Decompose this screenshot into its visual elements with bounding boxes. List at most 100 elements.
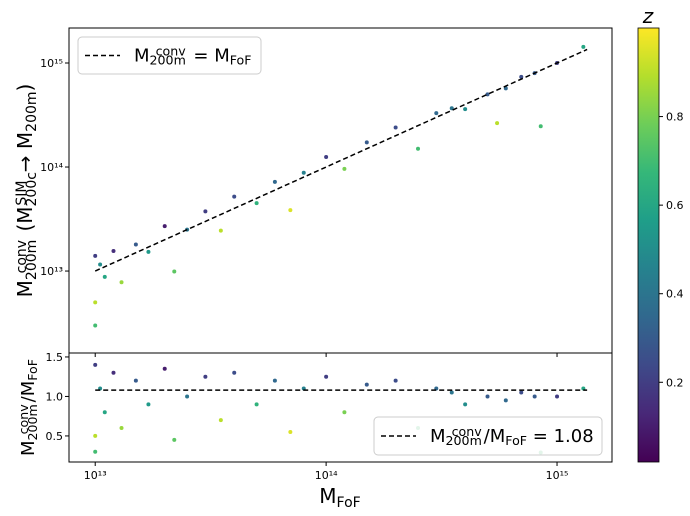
- point: [272, 179, 277, 184]
- point: [232, 370, 237, 375]
- point: [503, 86, 508, 91]
- point: [342, 410, 347, 415]
- label-part: =: [527, 426, 554, 447]
- colorbar-label: z: [642, 4, 654, 28]
- point: [485, 394, 490, 399]
- y-tick-label: 10¹⁴: [40, 161, 63, 174]
- point: [93, 433, 98, 438]
- point: [254, 402, 259, 407]
- point: [555, 394, 560, 399]
- x-tick-label: 10¹⁵: [546, 469, 569, 482]
- legend-box: [77, 36, 262, 75]
- label-part: 200m: [24, 91, 40, 131]
- axes-frame: [68, 27, 613, 354]
- point: [538, 124, 543, 129]
- label-part: M: [18, 440, 39, 456]
- point: [111, 248, 116, 253]
- colorbar-tick-label: 0.2: [666, 376, 684, 389]
- reference-line: [94, 48, 588, 272]
- point: [119, 426, 124, 431]
- point: [218, 228, 223, 233]
- label-part: /M: [18, 381, 39, 403]
- legend-label: M200mconv/MFoF = 1.08: [430, 424, 594, 448]
- label-part: SIM: [14, 181, 30, 206]
- point: [102, 274, 107, 279]
- point: [393, 378, 398, 383]
- legend-box: [373, 416, 603, 456]
- point: [203, 374, 208, 379]
- point: [301, 170, 306, 175]
- x-tick-label: 10¹⁴: [315, 469, 338, 482]
- label-part: 200m: [150, 53, 186, 68]
- label-part: 200m: [24, 240, 40, 280]
- colorbar-tick-label: 0.4: [666, 288, 684, 301]
- label-part: = M: [188, 46, 230, 67]
- label-part: /M: [484, 426, 506, 447]
- label-part: → M: [13, 132, 37, 179]
- point: [146, 402, 151, 407]
- label-part: M: [134, 46, 150, 67]
- point: [119, 280, 124, 285]
- y-tick-label: 1.5: [46, 351, 64, 364]
- colorbar-tick-label: 0.6: [666, 199, 684, 212]
- label-part: FoF: [230, 53, 252, 68]
- point: [218, 418, 223, 423]
- label-part: conv: [14, 240, 30, 273]
- point: [162, 224, 167, 229]
- point: [254, 201, 259, 206]
- point: [342, 166, 347, 171]
- point: [463, 402, 468, 407]
- label-part: (M: [13, 206, 37, 237]
- point: [364, 382, 369, 387]
- label-part: M: [319, 484, 336, 508]
- y-axis-label: M200mconv/MFoF: [16, 359, 40, 456]
- point: [185, 394, 190, 399]
- axes-frame: [68, 352, 613, 463]
- point: [93, 362, 98, 367]
- point: [203, 209, 208, 214]
- point: [324, 154, 329, 159]
- point: [324, 374, 329, 379]
- point: [172, 437, 177, 442]
- label-part: ): [13, 84, 37, 92]
- colorbar: [637, 27, 660, 463]
- label-part: conv: [452, 424, 483, 439]
- label-part: FoF: [25, 359, 40, 381]
- point: [434, 111, 439, 116]
- point: [463, 107, 468, 112]
- label-part: FoF: [337, 495, 361, 511]
- point: [449, 390, 454, 395]
- colorbar-tick-label: 0.8: [666, 111, 684, 124]
- label-part: 200m: [446, 433, 482, 448]
- point: [364, 140, 369, 145]
- y-tick-label: 0.5: [46, 430, 64, 443]
- point: [133, 242, 138, 247]
- point: [288, 208, 293, 213]
- label-part: 1.08: [554, 426, 594, 447]
- legend-label: M200mconv = MFoF: [134, 44, 251, 68]
- point: [146, 249, 151, 254]
- y-tick-label: 1.0: [46, 390, 64, 403]
- point: [416, 146, 421, 151]
- point: [272, 378, 277, 383]
- label-part: FoF: [505, 433, 527, 448]
- point: [93, 323, 98, 328]
- point: [232, 194, 237, 199]
- y-tick-label: 10¹³: [40, 265, 63, 278]
- x-axis-label: MFoF: [319, 484, 360, 511]
- point: [581, 44, 586, 49]
- point: [93, 253, 98, 258]
- point: [162, 366, 167, 371]
- point: [111, 370, 116, 375]
- label-part: conv: [16, 404, 31, 435]
- point: [93, 449, 98, 454]
- label-part: conv: [156, 44, 187, 59]
- point: [495, 121, 500, 126]
- y-tick-label: 10¹⁵: [40, 57, 63, 70]
- point: [532, 394, 537, 399]
- y-axis-label: M200mconv (M200cSIM → M200m): [13, 84, 40, 298]
- label-part: 200m: [25, 404, 40, 440]
- point: [98, 262, 103, 267]
- point: [288, 429, 293, 434]
